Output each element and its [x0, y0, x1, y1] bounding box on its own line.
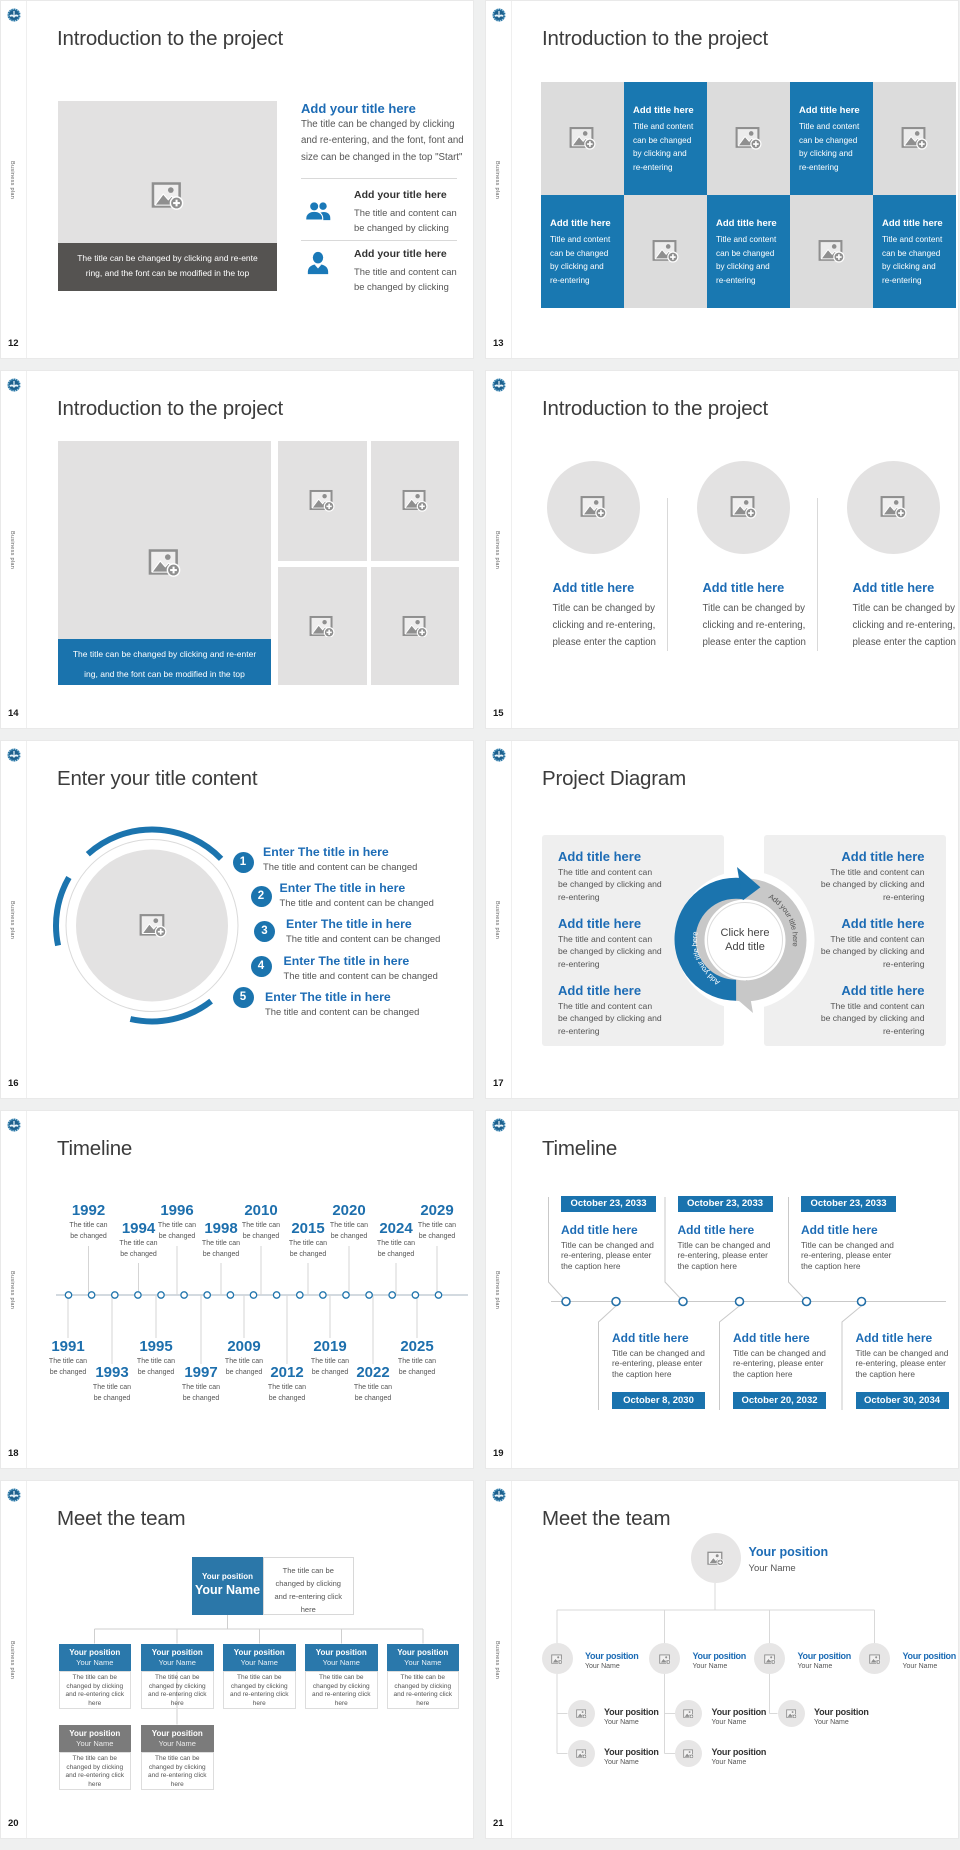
svg-text:Add title: Add title — [725, 941, 765, 953]
svg-text:Click here: Click here — [721, 927, 770, 939]
